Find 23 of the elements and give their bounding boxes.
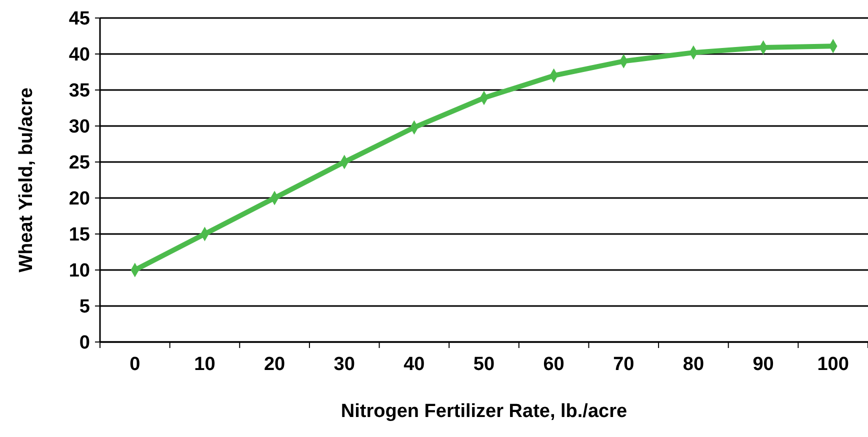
- x-tick-label: 100: [817, 354, 849, 375]
- x-axis-title: Nitrogen Fertilizer Rate, lb./acre: [340, 401, 628, 422]
- x-tick-label: 70: [613, 354, 634, 375]
- x-tick-label: 60: [543, 354, 564, 375]
- y-tick-label: 0: [79, 332, 90, 354]
- y-tick-label: 35: [68, 80, 90, 102]
- y-tick-label: 10: [68, 260, 90, 282]
- x-tick-label: 30: [334, 354, 355, 375]
- x-tick-label: 90: [752, 354, 774, 375]
- x-tick-label: 40: [404, 354, 425, 375]
- y-axis-title: Wheat Yield, bu/acre: [16, 88, 37, 272]
- y-tick-label: 40: [68, 44, 90, 66]
- x-tick-label: 0: [130, 354, 140, 375]
- y-tick-label: 5: [79, 296, 90, 318]
- y-tick-label: 30: [68, 116, 90, 138]
- x-tick-label: 50: [473, 354, 495, 375]
- x-tick-label: 20: [264, 354, 286, 375]
- y-tick-label: 45: [68, 8, 90, 30]
- x-tick-label: 10: [194, 354, 216, 375]
- y-tick-label: 25: [68, 152, 90, 174]
- y-tick-label: 20: [68, 188, 90, 210]
- y-tick-label: 15: [68, 224, 90, 246]
- x-tick-label: 80: [682, 354, 704, 375]
